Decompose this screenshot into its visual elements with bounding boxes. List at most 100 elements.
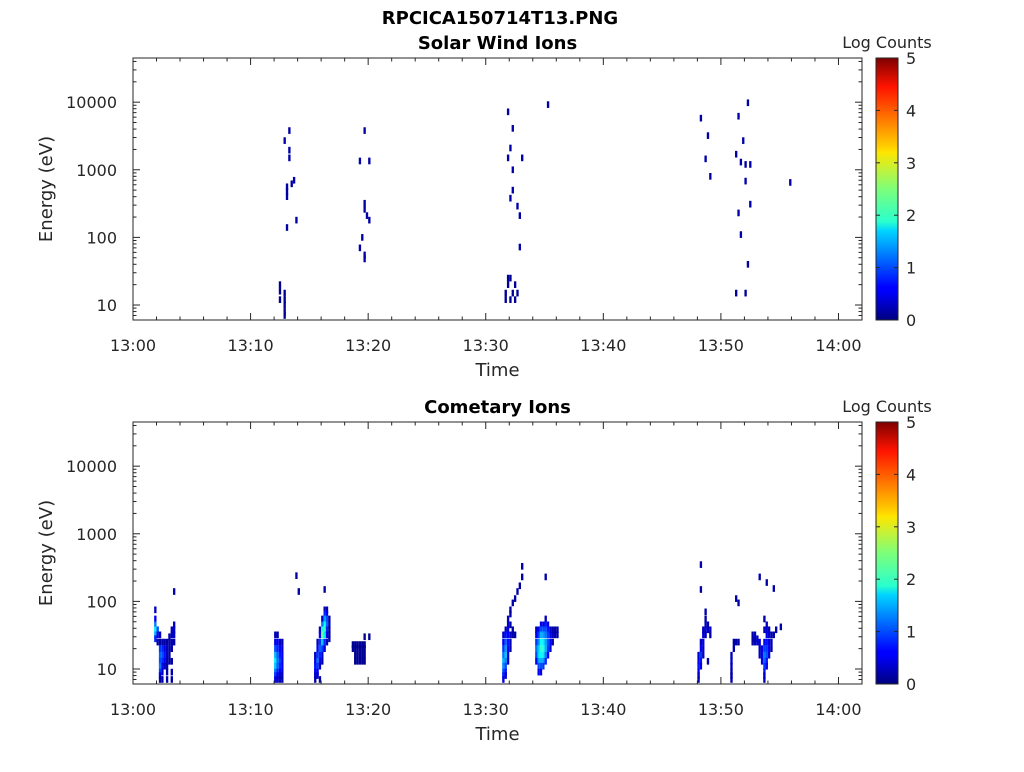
data-cell <box>744 161 747 168</box>
data-cell <box>274 672 277 679</box>
data-cell <box>737 638 740 646</box>
data-cell <box>161 676 164 683</box>
data-cell <box>746 260 750 268</box>
data-cell <box>758 573 761 581</box>
data-cell <box>354 645 357 652</box>
data-cell <box>539 621 543 629</box>
data-cell <box>765 621 768 629</box>
data-cell <box>542 631 545 639</box>
data-cell <box>544 651 547 659</box>
data-cell <box>544 621 547 629</box>
data-cell <box>697 676 700 683</box>
data-cell <box>323 606 326 614</box>
data-cell <box>774 626 778 634</box>
data-cell <box>544 645 547 652</box>
data-cell <box>502 676 505 683</box>
data-cell <box>316 651 319 659</box>
data-cell <box>354 651 357 659</box>
data-cell <box>281 638 284 646</box>
data-cell <box>314 668 317 676</box>
data-cell <box>318 657 322 665</box>
data-cell <box>168 638 171 646</box>
data-cell <box>361 657 364 665</box>
data-cell <box>163 657 166 665</box>
data-cell <box>765 579 768 586</box>
colorbar-tick-label: 0 <box>906 311 916 330</box>
colorbar-tick-label: 2 <box>906 206 916 225</box>
data-cell <box>763 645 766 652</box>
data-cell <box>699 561 703 568</box>
colorbar-tick-label: 4 <box>906 101 916 120</box>
data-cell <box>278 651 282 659</box>
data-cell <box>283 308 286 315</box>
data-cell <box>542 657 545 665</box>
colorbar-frame <box>875 421 899 685</box>
data-cell <box>278 657 282 665</box>
data-cell <box>735 595 738 602</box>
data-cell <box>325 606 329 614</box>
data-cell <box>546 621 550 629</box>
data-cell <box>539 662 543 670</box>
data-cell <box>502 662 505 670</box>
data-cell <box>753 631 757 639</box>
data-cell <box>165 668 169 676</box>
data-cell <box>704 155 707 163</box>
data-cell <box>361 234 364 241</box>
data-cell <box>732 638 736 646</box>
data-cell <box>502 657 505 665</box>
chart-panel-1: Solar Wind Ions 13:00 13:10 13:20 13:30 13:40… <box>36 33 932 381</box>
data-cell <box>163 645 166 652</box>
data-cell <box>549 626 552 634</box>
data-cell <box>539 638 543 646</box>
data-cell <box>365 212 369 219</box>
x-axis-label: Time <box>474 724 519 745</box>
data-cell <box>546 101 550 108</box>
data-cell <box>506 281 510 288</box>
data-cell <box>165 662 169 670</box>
data-cell <box>704 621 707 629</box>
data-cell <box>542 645 545 652</box>
data-cell <box>358 244 362 252</box>
data-cell <box>704 631 707 639</box>
data-cell <box>328 631 331 639</box>
data-cell <box>288 154 291 162</box>
data-cell <box>763 638 766 646</box>
data-cell <box>363 251 366 259</box>
data-cell <box>285 188 289 195</box>
data-cell <box>730 651 733 659</box>
data-cell <box>358 157 362 165</box>
data-cell <box>318 631 322 639</box>
data-cell <box>549 631 552 639</box>
data-cell <box>751 638 754 646</box>
colorbar-tick-label: 5 <box>906 413 916 432</box>
data-cell <box>511 289 514 297</box>
data-cell <box>323 615 326 623</box>
y-axis-label: Energy (eV) <box>36 500 57 606</box>
data-cell <box>732 645 736 652</box>
data-cell <box>163 651 166 659</box>
data-cell <box>363 206 366 213</box>
data-cell <box>767 651 771 659</box>
data-cell <box>158 645 162 652</box>
data-cell <box>281 657 284 665</box>
data-cell <box>730 662 733 670</box>
y-tick-label: 1000 <box>76 161 117 180</box>
data-cell <box>542 621 545 629</box>
data-cell <box>502 672 505 679</box>
data-cell <box>511 166 514 174</box>
data-cell <box>699 586 703 593</box>
data-cell <box>539 645 543 652</box>
data-cell <box>546 626 550 634</box>
data-cell <box>702 638 705 646</box>
data-cell <box>351 641 355 648</box>
data-cell <box>704 608 707 616</box>
data-cell <box>170 657 173 665</box>
data-cell <box>321 651 324 659</box>
data-cell <box>274 657 277 665</box>
data-cell <box>325 626 329 634</box>
colorbar <box>876 58 898 320</box>
data-cell <box>539 631 543 639</box>
data-cell <box>504 662 507 670</box>
data-cell <box>504 289 507 297</box>
data-cell <box>760 645 764 652</box>
